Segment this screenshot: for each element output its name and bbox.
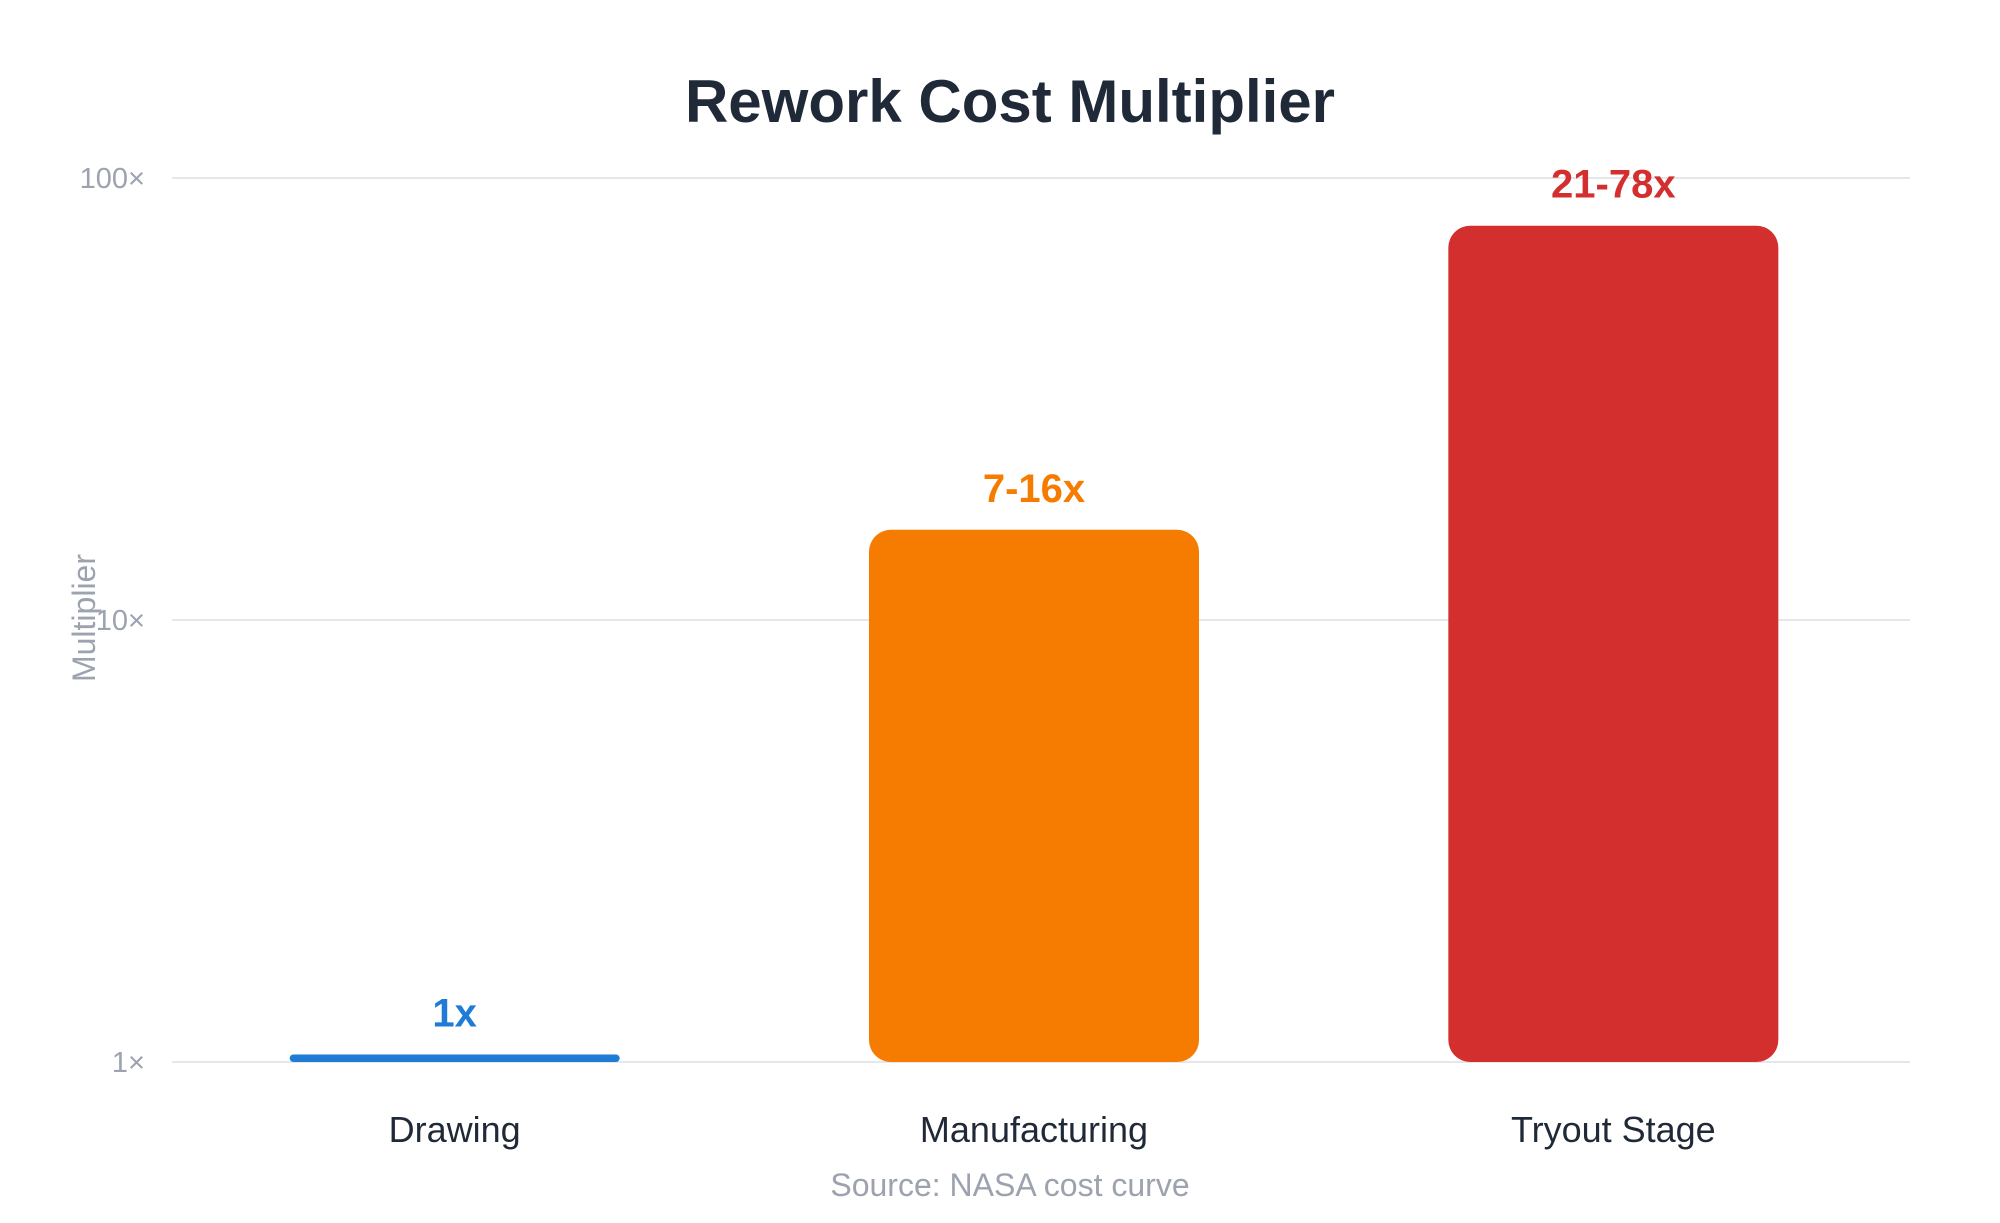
data-label: 1x	[432, 991, 477, 1035]
data-label: 7-16x	[983, 467, 1085, 511]
chart-title: Rework Cost Multiplier	[685, 68, 1335, 135]
y-tick-label: 1×	[112, 1047, 145, 1079]
y-tick-label: 10×	[96, 605, 145, 637]
y-tick-label: 100×	[80, 163, 145, 195]
bar-drawing	[289, 1054, 620, 1062]
x-axis-categories: Drawing Manufacturing Tryout Stage	[389, 1109, 1716, 1150]
data-labels: 1x 7-16x 21-78x	[432, 163, 1675, 1036]
data-label: 21-78x	[1551, 163, 1676, 207]
bar-manufacturing	[869, 529, 1199, 1062]
bars	[289, 225, 1779, 1062]
x-category-label: Manufacturing	[920, 1109, 1148, 1150]
source-note: Source: NASA cost curve	[830, 1167, 1189, 1203]
y-axis-title: Multiplier	[66, 554, 102, 682]
y-axis-ticks: 1× 10× 100×	[80, 163, 145, 1079]
bar-tryout-stage	[1448, 225, 1779, 1062]
x-category-label: Tryout Stage	[1511, 1109, 1716, 1150]
x-category-label: Drawing	[389, 1109, 521, 1150]
